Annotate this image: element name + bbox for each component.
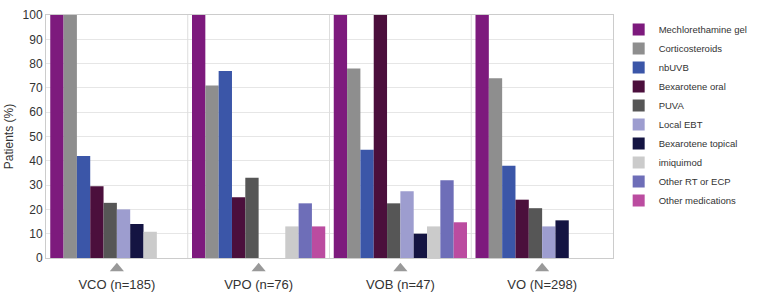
svg-text:nbUVB: nbUVB [659,62,689,73]
svg-text:30: 30 [29,178,43,192]
svg-text:PUVA: PUVA [659,100,685,111]
svg-text:VO (N=298): VO (N=298) [507,277,577,292]
svg-text:Local EBT: Local EBT [659,119,703,130]
svg-text:70: 70 [29,81,43,95]
svg-text:VPO (n=76): VPO (n=76) [224,277,293,292]
svg-text:Bexarotene oral: Bexarotene oral [659,81,726,92]
svg-text:Corticosteroids: Corticosteroids [659,43,723,54]
svg-text:10: 10 [29,227,43,241]
svg-text:imiquimod: imiquimod [659,157,702,168]
svg-text:Other medications: Other medications [659,195,736,206]
svg-text:90: 90 [29,33,43,47]
svg-text:VOB (n=47): VOB (n=47) [366,277,435,292]
svg-text:40: 40 [29,154,43,168]
svg-text:50: 50 [29,130,43,144]
svg-text:Other RT or ECP: Other RT or ECP [659,176,731,187]
svg-text:Mechlorethamine gel: Mechlorethamine gel [659,24,747,35]
svg-text:80: 80 [29,57,43,71]
svg-text:Patients (%): Patients (%) [2,104,16,169]
svg-text:100: 100 [23,8,43,22]
svg-text:Bexarotene topical: Bexarotene topical [659,138,738,149]
svg-text:20: 20 [29,203,43,217]
svg-text:VCO (n=185): VCO (n=185) [78,277,155,292]
svg-text:0: 0 [36,251,43,265]
svg-text:60: 60 [29,105,43,119]
